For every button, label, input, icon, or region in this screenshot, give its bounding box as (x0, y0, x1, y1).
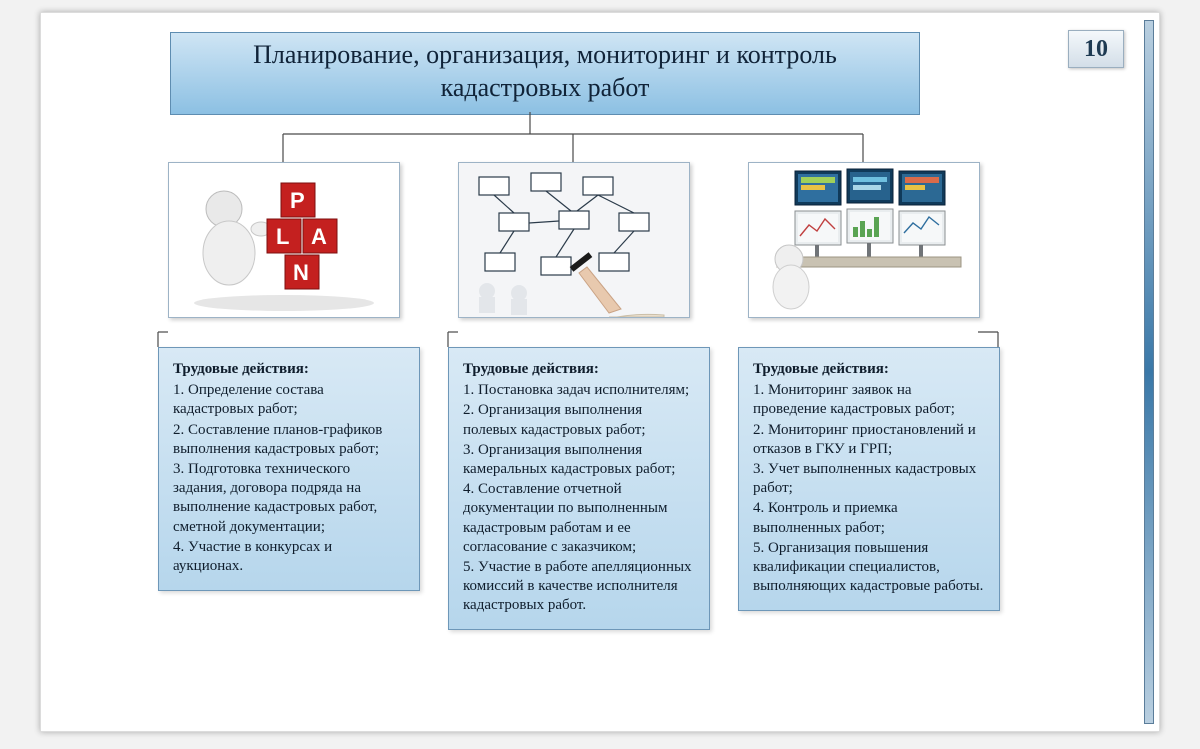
image-monitoring-screens (748, 162, 980, 318)
column-2-item: 1. Постановка задач исполнителям; (463, 381, 695, 400)
column-3-item: 1. Мониторинг заявок на проведение кадас… (753, 381, 985, 419)
column-3-item: 3. Учет выполненных кадастровых работ; (753, 460, 985, 498)
page-number: 10 (1068, 30, 1124, 68)
svg-text:L: L (276, 224, 289, 249)
column-2-item: 3. Организация выполнения камеральных ка… (463, 441, 695, 479)
slide: 10 Планирование, организация, мониторинг… (40, 12, 1160, 732)
column-1-text: Трудовые действия: 1. Определение состав… (158, 347, 420, 591)
column-1-heading: Трудовые действия: (173, 360, 405, 379)
column-3-item: 5. Организация повышения квалификации сп… (753, 539, 985, 597)
svg-text:A: A (311, 224, 327, 249)
column-2-item: 4. Составление отчетной документации по … (463, 480, 695, 557)
column-3-heading: Трудовые действия: (753, 360, 985, 379)
column-2-text: Трудовые действия: 1. Постановка задач и… (448, 347, 710, 630)
image-plan-blocks: P L A N (168, 162, 400, 318)
column-1-item: 3. Подготовка технического задания, дого… (173, 460, 405, 537)
column-3-text: Трудовые действия: 1. Мониторинг заявок … (738, 347, 1000, 611)
column-1-item: 4. Участие в конкурсах и аукционах. (173, 538, 405, 576)
svg-text:N: N (293, 260, 309, 285)
column-3-item: 4. Контроль и приемка выполненных работ; (753, 499, 985, 537)
column-1-item: 2. Составление планов-графиков выполнени… (173, 421, 405, 459)
column-2-item: 2. Организация выполнения полевых кадаст… (463, 401, 695, 439)
image-flowchart-hand (458, 162, 690, 318)
title-bar: Планирование, организация, мониторинг и … (170, 32, 920, 115)
svg-text:P: P (290, 188, 305, 213)
column-2-heading: Трудовые действия: (463, 360, 695, 379)
column-3-item: 2. Мониторинг приостановлений и отказов … (753, 421, 985, 459)
column-1-item: 1. Определение состава кадастровых работ… (173, 381, 405, 419)
edge-accent (1144, 20, 1154, 724)
column-2-item: 5. Участие в работе апелляционных комисс… (463, 558, 695, 616)
